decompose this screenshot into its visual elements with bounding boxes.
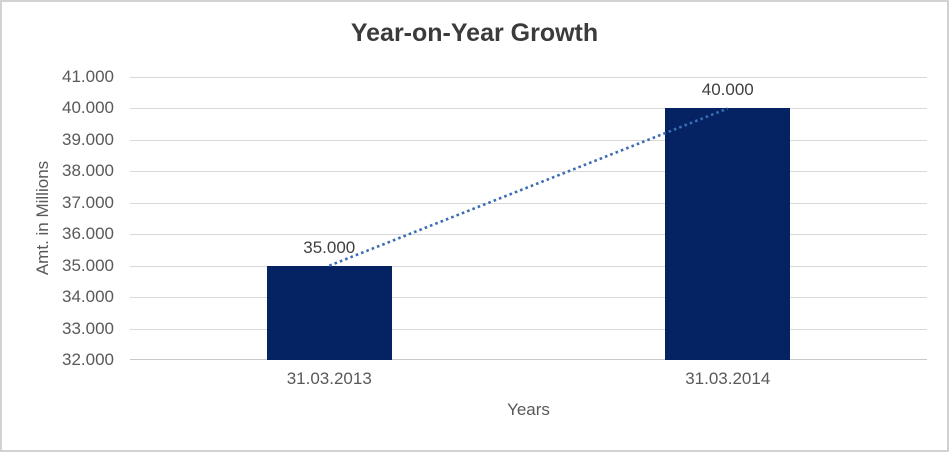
x-axis-category-labels: 31.03.2013 31.03.2014	[130, 369, 927, 389]
gridline	[130, 139, 927, 141]
y-tick-label: 40.000	[62, 98, 114, 118]
gridline	[130, 234, 927, 236]
y-tick-label: 35.000	[62, 255, 114, 275]
trendline	[328, 107, 729, 267]
y-tick-label: 36.000	[62, 224, 114, 244]
y-axis-tick-labels: 41.000 40.000 39.000 38.000 37.000 36.000 35.0…	[2, 67, 114, 369]
gridline	[130, 202, 927, 204]
gridline	[130, 328, 927, 330]
y-tick-label: 38.000	[62, 161, 114, 181]
y-tick-label: 41.000	[62, 67, 114, 86]
bar-31.03.2014	[665, 108, 791, 360]
x-category-label: 31.03.2013	[286, 369, 372, 388]
data-label: 40.000	[701, 80, 754, 100]
x-axis-title: Years	[507, 400, 550, 419]
gridline	[130, 77, 927, 78]
gridline	[130, 171, 927, 173]
y-tick-label: 33.000	[62, 318, 114, 338]
gridline	[130, 265, 927, 267]
gridline	[130, 297, 927, 299]
x-category-label: 31.03.2014	[685, 369, 771, 388]
plot-area: 35.000 40.000	[130, 77, 927, 360]
data-label: 35.000	[303, 237, 356, 257]
gridline	[130, 108, 927, 110]
y-tick-label: 32.000	[62, 350, 114, 369]
y-tick-label: 37.000	[62, 192, 114, 212]
chart-title: Year-on-Year Growth	[350, 19, 599, 47]
y-tick-label: 34.000	[62, 287, 114, 307]
bar-31.03.2013	[266, 265, 392, 360]
y-tick-label: 39.000	[62, 129, 114, 149]
